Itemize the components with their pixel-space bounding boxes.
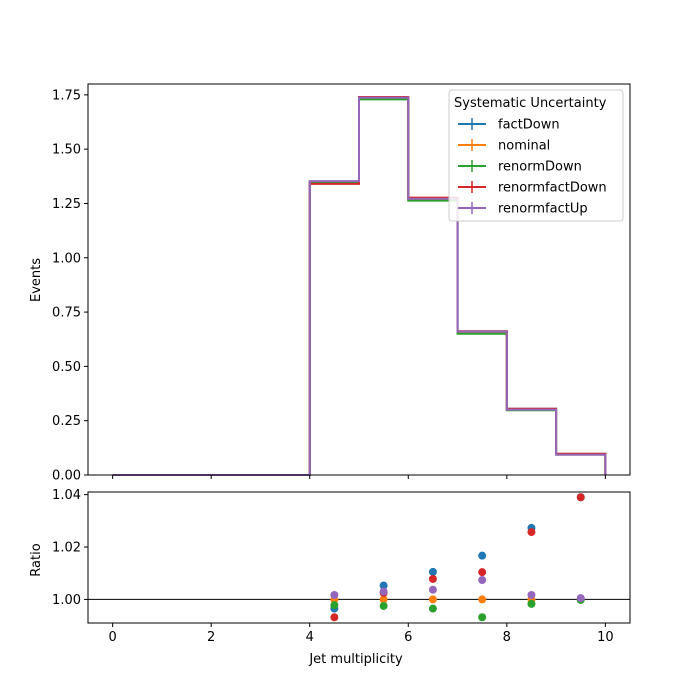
ratio-point-renormfactUp xyxy=(330,590,339,599)
ratio-y-tick-label: 1.00 xyxy=(52,593,81,608)
ratio-point-renormfactDown xyxy=(576,493,585,502)
ratio-point-renormDown xyxy=(478,613,487,622)
y-axis-label: Events xyxy=(29,258,44,302)
legend-label-nominal: nominal xyxy=(498,139,550,154)
y-tick-label: 1.25 xyxy=(52,197,81,212)
ratio-point-renormfactDown xyxy=(478,568,487,577)
y-axis-ticks: 0.00 0.25 0.50 0.75 1.00 1.25 1.50 1.75 xyxy=(52,88,88,484)
y-tick-label: 0.00 xyxy=(52,469,81,484)
ratio-point-nominal xyxy=(379,595,388,604)
ratio-point-renormfactDown xyxy=(428,574,437,583)
x-tick-label: 6 xyxy=(404,630,412,645)
ratio-point-renormfactUp xyxy=(478,576,487,585)
y-tick-label: 0.25 xyxy=(52,414,81,429)
y-tick-label: 0.50 xyxy=(52,360,81,375)
legend-label-factDown: factDown xyxy=(498,118,560,133)
plot-frame xyxy=(87,83,631,476)
ratio-point-renormfactDown xyxy=(330,613,339,622)
ratio-point-factDown xyxy=(428,567,437,576)
legend-label-renormfactUp: renormfactUp xyxy=(498,202,588,217)
legend-items: factDown nominal renormDown renormfactDown r… xyxy=(458,118,607,217)
ratio-y-axis-ticks: 1.00 1.02 1.04 xyxy=(52,488,88,608)
legend: Systematic Uncertainty factDown nominal re… xyxy=(448,89,624,222)
main-histogram-panel: 0.000.250.500.751.001.251.501.75 Events … xyxy=(29,83,631,484)
ratio-point-renormDown xyxy=(330,601,339,610)
ratio-point-renormfactUp xyxy=(576,594,585,603)
ratio-y-tick-label: 1.02 xyxy=(52,541,81,556)
x-axis-ticks xyxy=(112,475,606,479)
legend-label-renormfactDown: renormfactDown xyxy=(498,181,607,196)
x-tick-label: 0 xyxy=(108,630,116,645)
ratio-point-factDown xyxy=(379,581,388,590)
ratio-point-nominal xyxy=(478,595,487,604)
ratio-point-factDown xyxy=(478,551,487,560)
y-tick-label: 1.00 xyxy=(52,251,81,266)
ratio-point-nominal xyxy=(428,595,437,604)
ratio-point-renormDown xyxy=(379,601,388,610)
x-tick-label: 10 xyxy=(597,630,614,645)
legend-box xyxy=(448,89,624,222)
legend-label-renormDown: renormDown xyxy=(498,160,582,175)
ratio-point-renormDown xyxy=(428,604,437,613)
ratio-point-renormfactDown xyxy=(527,528,536,537)
x-tick-label: 2 xyxy=(207,630,215,645)
ratio-point-renormfactUp xyxy=(527,590,536,599)
x-tick-label: 8 xyxy=(503,630,511,645)
y-tick-label: 1.75 xyxy=(52,88,81,103)
ratio-point-renormfactUp xyxy=(379,587,388,596)
ratio-y-tick-label: 1.04 xyxy=(52,488,81,503)
ratio-panel: 1.00 1.02 1.04 0 2 4 6 8 10 Ratio Jet multiplic… xyxy=(29,488,631,667)
x-axis-label: Jet multiplicity xyxy=(308,652,403,667)
y-tick-label: 0.75 xyxy=(52,306,81,321)
ratio-y-axis-label: Ratio xyxy=(29,543,44,576)
ratio-plot-frame xyxy=(87,491,631,624)
y-tick-label: 1.50 xyxy=(52,143,81,158)
ratio-point-renormfactUp xyxy=(428,585,437,594)
x-tick-label: 4 xyxy=(306,630,314,645)
ratio-points-group xyxy=(330,493,585,622)
ratio-point-renormDown xyxy=(527,599,536,608)
ratio-x-axis-ticks: 0 2 4 6 8 10 xyxy=(108,623,614,645)
legend-title: Systematic Uncertainty xyxy=(454,96,607,111)
